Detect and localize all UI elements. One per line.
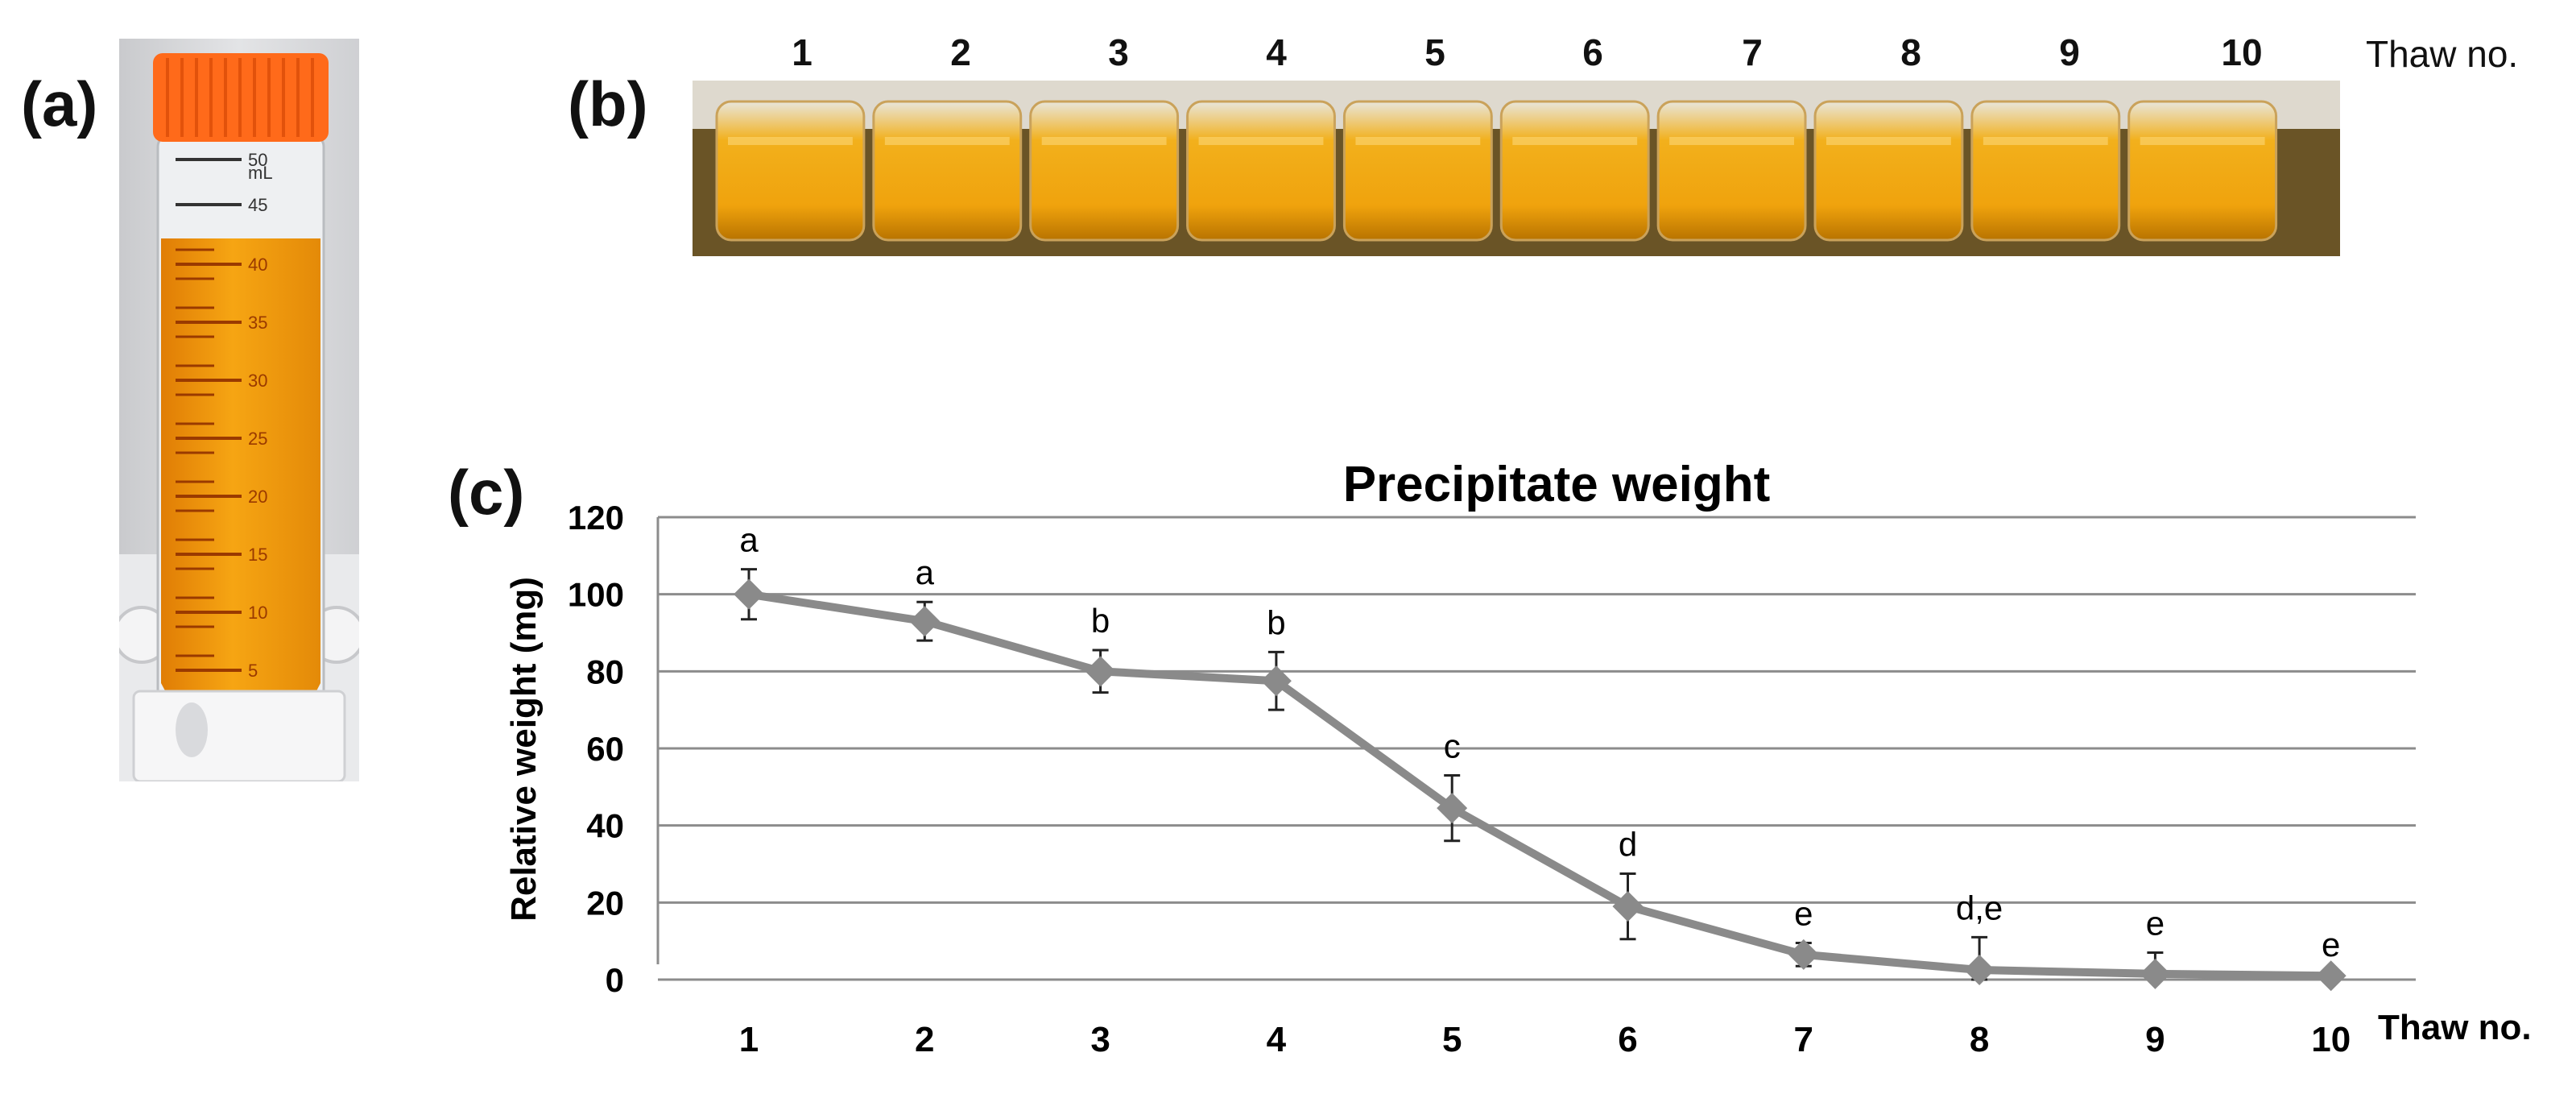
tube-mark-label: 15: [248, 545, 267, 565]
series-layer: a a b b c d e d,e e e: [734, 521, 2347, 992]
significance-label: e: [2146, 905, 2165, 943]
y-tick-label: 20: [586, 884, 624, 922]
x-tick-label: 3: [1090, 1020, 1110, 1059]
y-tick-label: 80: [586, 653, 624, 690]
significance-label: b: [1091, 602, 1110, 640]
tube-liquid: [161, 238, 320, 733]
significance-label: a: [739, 521, 759, 559]
x-tick-label: 1: [739, 1020, 759, 1059]
tube-mark-label: 30: [248, 371, 267, 391]
vial-number-10: 10: [2221, 31, 2263, 73]
vial: [1342, 100, 1493, 242]
y-tick-label: 100: [568, 576, 624, 614]
tube-mark-label: 45: [248, 195, 267, 215]
y-tick-labels: 0 20 40 60 80 100 120: [568, 499, 624, 999]
data-point: [1612, 891, 1644, 922]
data-point: [1788, 939, 1819, 970]
series-line: [748, 590, 2331, 980]
data-point: [1437, 793, 1468, 824]
x-tick-labels: 1 2 3 4 5 6 7 8 9 10: [739, 1020, 2351, 1059]
x-tick-label: 10: [2311, 1020, 2351, 1059]
x-tick-label: 5: [1442, 1020, 1462, 1059]
panel-b-label: (b): [568, 68, 648, 139]
significance-label: d: [1619, 825, 1637, 863]
tube-mark-label: 50: [248, 150, 267, 170]
vial-number-2: 2: [950, 31, 971, 73]
vial-number-8: 8: [1900, 31, 1921, 73]
tube-mark-label: 40: [248, 255, 267, 275]
y-axis-label: Relative weight (mg): [504, 577, 544, 922]
data-point: [909, 606, 941, 637]
vial: [1029, 100, 1180, 242]
vial: [1656, 100, 1807, 242]
x-tick-label: 7: [1794, 1020, 1813, 1059]
vial: [1186, 100, 1336, 242]
vial: [1970, 100, 2121, 242]
x-axis-label: Thaw no.: [2378, 1008, 2532, 1047]
vial-number-6: 6: [1582, 31, 1603, 73]
vial-number-9: 9: [2059, 31, 2080, 73]
data-point: [1964, 955, 1995, 986]
vial-number-1: 1: [792, 31, 812, 73]
x-tick-label: 2: [915, 1020, 934, 1059]
x-tick-label: 9: [2145, 1020, 2165, 1059]
vial-number-5: 5: [1424, 31, 1445, 73]
vial: [715, 100, 866, 242]
y-tick-label: 0: [606, 961, 624, 999]
data-point: [1260, 665, 1292, 697]
chart-title: Precipitate weight: [1343, 457, 1771, 512]
grid-lines: [658, 516, 2416, 904]
vial: [872, 100, 1023, 242]
x-tick-label: 6: [1618, 1020, 1637, 1059]
tube-mark-label: 35: [248, 313, 267, 333]
data-point: [2140, 958, 2171, 989]
vial: [1813, 100, 1964, 242]
vial-number-3: 3: [1108, 31, 1129, 73]
thaw-no-label: Thaw no.: [2366, 33, 2519, 75]
data-point: [734, 578, 764, 610]
tube-mark-label: 5: [248, 661, 258, 681]
tube-mark-label: mL: [248, 163, 273, 183]
significance-label: a: [916, 553, 935, 591]
significance-label: c: [1444, 727, 1461, 765]
vial: [1499, 100, 1650, 242]
data-point: [2315, 960, 2347, 992]
y-tick-label: 120: [568, 499, 624, 537]
significance-label: e: [1794, 895, 1813, 933]
x-tick-label: 4: [1267, 1020, 1287, 1059]
x-tick-label: 8: [1970, 1020, 1989, 1059]
vial-number-7: 7: [1742, 31, 1763, 73]
y-tick-label: 60: [586, 730, 624, 768]
significance-label: d,e: [1956, 889, 2003, 926]
data-point: [1085, 656, 1116, 687]
tube-mark-label: 20: [248, 487, 267, 507]
y-tick-label: 40: [586, 807, 624, 845]
panel-c-label: (c): [448, 457, 525, 528]
tube-mark-label: 25: [248, 429, 267, 449]
vials-photo: [693, 81, 2340, 256]
vial-number-4: 4: [1266, 31, 1287, 73]
panel-a-label: (a): [21, 68, 98, 139]
significance-label: e: [2322, 926, 2340, 963]
vial: [2127, 100, 2278, 242]
tube-mark-label: 10: [248, 603, 267, 623]
significance-label: b: [1267, 603, 1285, 641]
